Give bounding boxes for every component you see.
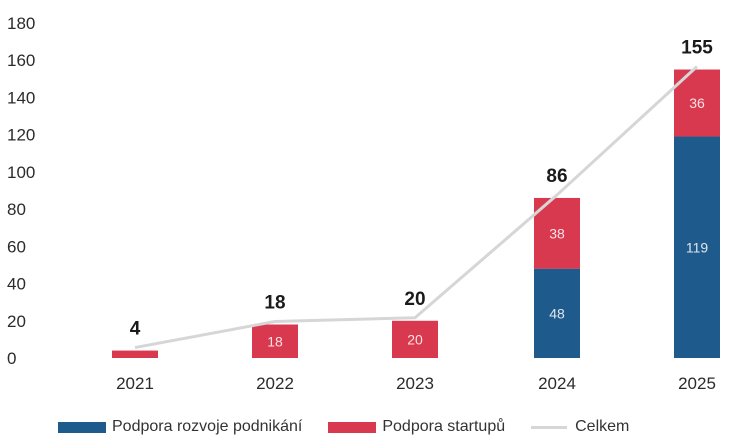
y-tick-label: 0: [7, 349, 16, 368]
y-tick-label: 40: [7, 275, 26, 294]
total-line: [134, 65, 699, 350]
y-tick-label: 100: [7, 163, 35, 182]
segment-label: 38: [549, 225, 565, 241]
x-tick-label: 2021: [116, 374, 154, 393]
segment-label: 48: [549, 305, 565, 321]
bar-segment-startupy: [112, 350, 158, 358]
y-tick-label: 60: [7, 237, 26, 256]
y-tick-label: 80: [7, 200, 26, 219]
legend-swatch-rozvoj: [58, 421, 106, 433]
total-label: 18: [264, 293, 285, 314]
x-tick-label: 2024: [538, 374, 576, 393]
legend-item-rozvoj: Podpora rozvoje podnikání: [58, 418, 302, 436]
legend-label-startupy: Podpora startupů: [382, 418, 506, 435]
y-tick-label: 120: [7, 126, 35, 145]
bar-segment-startupy: [252, 324, 298, 358]
total-line-path: [134, 65, 699, 350]
legend-item-startupy: Podpora startupů: [328, 418, 505, 436]
legend-item-celkem: Celkem: [531, 418, 629, 436]
segment-label: 20: [407, 331, 423, 347]
y-tick-label: 140: [7, 88, 35, 107]
y-tick-label: 20: [7, 312, 26, 331]
bar-segment-startupy: [392, 320, 438, 358]
y-tick-label: 180: [7, 14, 35, 33]
bar-segment-rozvoj: [534, 268, 580, 358]
x-tick-label: 2022: [256, 374, 294, 393]
y-tick-label: 160: [7, 51, 35, 70]
segment-label: 36: [689, 95, 705, 111]
legend: Podpora rozvoje podnikání Podpora startu…: [58, 418, 655, 436]
x-tick-label: 2025: [678, 374, 716, 393]
segment-label: 119: [686, 239, 709, 255]
x-axis: 2021 2022 2023 2024 2025: [116, 374, 716, 393]
legend-label-celkem: Celkem: [575, 418, 630, 435]
legend-swatch-startupy: [328, 421, 377, 433]
total-label: 4: [130, 319, 141, 340]
bar-segment-rozvoj: [674, 136, 720, 358]
bars: [112, 69, 720, 358]
total-label: 20: [404, 289, 425, 310]
total-label: 86: [546, 166, 567, 187]
x-tick-label: 2023: [396, 374, 434, 393]
total-label: 155: [681, 38, 713, 59]
legend-swatch-celkem: [531, 425, 568, 429]
data-labels: 18 20 48 38 119 36 4 18 20 86 155: [130, 38, 714, 350]
y-axis: 0 20 40 60 80 100 120 140 160 180: [7, 14, 35, 368]
legend-label-rozvoj: Podpora rozvoje podnikání: [112, 418, 303, 435]
segment-label: 18: [267, 333, 283, 349]
